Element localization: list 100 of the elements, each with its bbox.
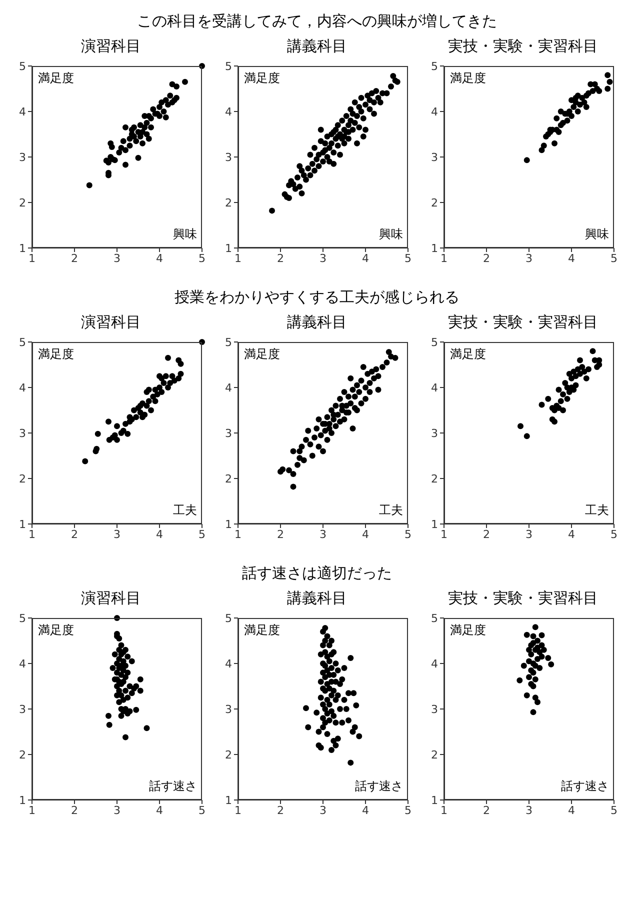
y-tick-label: 4 xyxy=(431,381,438,394)
y-tick-label: 3 xyxy=(225,150,232,164)
x-tick-label: 5 xyxy=(198,252,206,265)
x-axis-title: 工夫 xyxy=(379,502,403,519)
x-tick-label: 1 xyxy=(28,804,36,817)
x-tick-label: 2 xyxy=(71,528,78,541)
y-axis-title: 満足度 xyxy=(244,70,280,87)
y-tick-label: 3 xyxy=(431,426,438,440)
y-axis-title: 満足度 xyxy=(244,622,280,639)
x-tick-label: 2 xyxy=(483,252,490,265)
chart-title: 演習科目 xyxy=(80,36,142,57)
y-tick-label: 4 xyxy=(225,657,232,670)
y-tick-label: 2 xyxy=(225,196,232,210)
chart-title: 演習科目 xyxy=(80,588,142,609)
x-tick-label: 2 xyxy=(277,528,284,541)
y-tick-label: 3 xyxy=(19,150,26,164)
x-tick-label: 2 xyxy=(71,804,78,817)
chart-title: 講義科目 xyxy=(286,312,348,333)
y-tick-label: 3 xyxy=(19,426,26,440)
y-tick-label: 3 xyxy=(431,150,438,164)
x-axis-title: 工夫 xyxy=(173,502,197,519)
x-tick-label: 4 xyxy=(156,528,163,541)
x-tick-label: 1 xyxy=(234,528,242,541)
x-tick-label: 5 xyxy=(404,252,412,265)
x-tick-label: 3 xyxy=(320,804,326,817)
y-tick-label: 1 xyxy=(431,518,438,531)
x-tick-label: 5 xyxy=(198,804,206,817)
y-tick-label: 1 xyxy=(225,242,232,255)
x-tick-label: 3 xyxy=(526,528,532,541)
y-tick-label: 5 xyxy=(19,612,26,625)
y-tick-label: 1 xyxy=(19,242,26,255)
y-tick-label: 4 xyxy=(431,657,438,670)
y-tick-label: 2 xyxy=(19,472,26,486)
y-tick-label: 5 xyxy=(225,612,232,625)
x-tick-label: 4 xyxy=(362,804,369,817)
y-tick-label: 2 xyxy=(431,196,438,210)
y-tick-label: 1 xyxy=(225,518,232,531)
x-tick-label: 2 xyxy=(483,804,490,817)
y-tick-label: 5 xyxy=(225,60,232,73)
x-tick-label: 4 xyxy=(362,528,369,541)
x-tick-label: 1 xyxy=(440,528,448,541)
y-tick-label: 2 xyxy=(225,748,232,762)
x-axis-title: 話す速さ xyxy=(561,778,609,795)
x-tick-label: 4 xyxy=(156,804,163,817)
x-tick-label: 5 xyxy=(404,804,412,817)
y-tick-label: 2 xyxy=(19,196,26,210)
y-tick-label: 3 xyxy=(19,702,26,716)
x-tick-label: 4 xyxy=(568,252,575,265)
x-axis-title: 話す速さ xyxy=(149,778,197,795)
y-tick-label: 4 xyxy=(19,105,26,118)
x-axis-title: 興味 xyxy=(379,226,403,243)
x-tick-label: 3 xyxy=(114,804,120,817)
x-axis-title: 興味 xyxy=(173,226,197,243)
x-tick-label: 1 xyxy=(28,528,36,541)
y-tick-label: 4 xyxy=(19,381,26,394)
x-tick-label: 4 xyxy=(156,252,163,265)
y-axis-title: 満足度 xyxy=(38,70,74,87)
x-tick-label: 5 xyxy=(610,804,618,817)
y-tick-label: 3 xyxy=(225,702,232,716)
y-tick-label: 2 xyxy=(19,748,26,762)
x-tick-label: 2 xyxy=(71,252,78,265)
x-tick-label: 1 xyxy=(28,252,36,265)
x-tick-label: 3 xyxy=(114,528,120,541)
y-tick-label: 1 xyxy=(19,794,26,807)
x-tick-label: 3 xyxy=(526,252,532,265)
x-tick-label: 3 xyxy=(320,528,326,541)
y-tick-label: 4 xyxy=(19,657,26,670)
x-tick-label: 5 xyxy=(610,528,618,541)
x-tick-label: 3 xyxy=(114,252,120,265)
chart-title: 実技・実験・実習科目 xyxy=(447,588,599,609)
text: 話す速さは適切だった xyxy=(242,564,392,582)
x-axis-title: 工夫 xyxy=(585,502,609,519)
y-tick-label: 1 xyxy=(225,794,232,807)
y-tick-label: 5 xyxy=(19,336,26,349)
y-tick-label: 4 xyxy=(225,105,232,118)
y-axis-title: 満足度 xyxy=(450,70,486,87)
x-tick-label: 1 xyxy=(234,252,242,265)
x-tick-label: 2 xyxy=(277,804,284,817)
x-tick-label: 3 xyxy=(320,252,326,265)
y-tick-label: 5 xyxy=(225,336,232,349)
y-tick-label: 5 xyxy=(431,60,438,73)
y-tick-label: 4 xyxy=(225,381,232,394)
x-tick-label: 5 xyxy=(198,528,206,541)
x-tick-label: 4 xyxy=(568,528,575,541)
x-tick-label: 4 xyxy=(362,252,369,265)
y-axis-title: 満足度 xyxy=(450,622,486,639)
text: 授業をわかりやすくする工夫が感じられる xyxy=(174,288,460,306)
x-tick-label: 2 xyxy=(277,252,284,265)
x-tick-label: 2 xyxy=(483,528,490,541)
x-axis-title: 興味 xyxy=(585,226,609,243)
y-tick-label: 5 xyxy=(431,336,438,349)
x-tick-label: 3 xyxy=(526,804,532,817)
chart-title: 演習科目 xyxy=(80,312,142,333)
y-tick-label: 5 xyxy=(19,60,26,73)
x-tick-label: 5 xyxy=(404,528,412,541)
y-tick-label: 2 xyxy=(431,472,438,486)
y-tick-label: 2 xyxy=(225,472,232,486)
chart-title: 講義科目 xyxy=(286,36,348,57)
chart-title: 実技・実験・実習科目 xyxy=(447,312,599,333)
y-tick-label: 3 xyxy=(225,426,232,440)
